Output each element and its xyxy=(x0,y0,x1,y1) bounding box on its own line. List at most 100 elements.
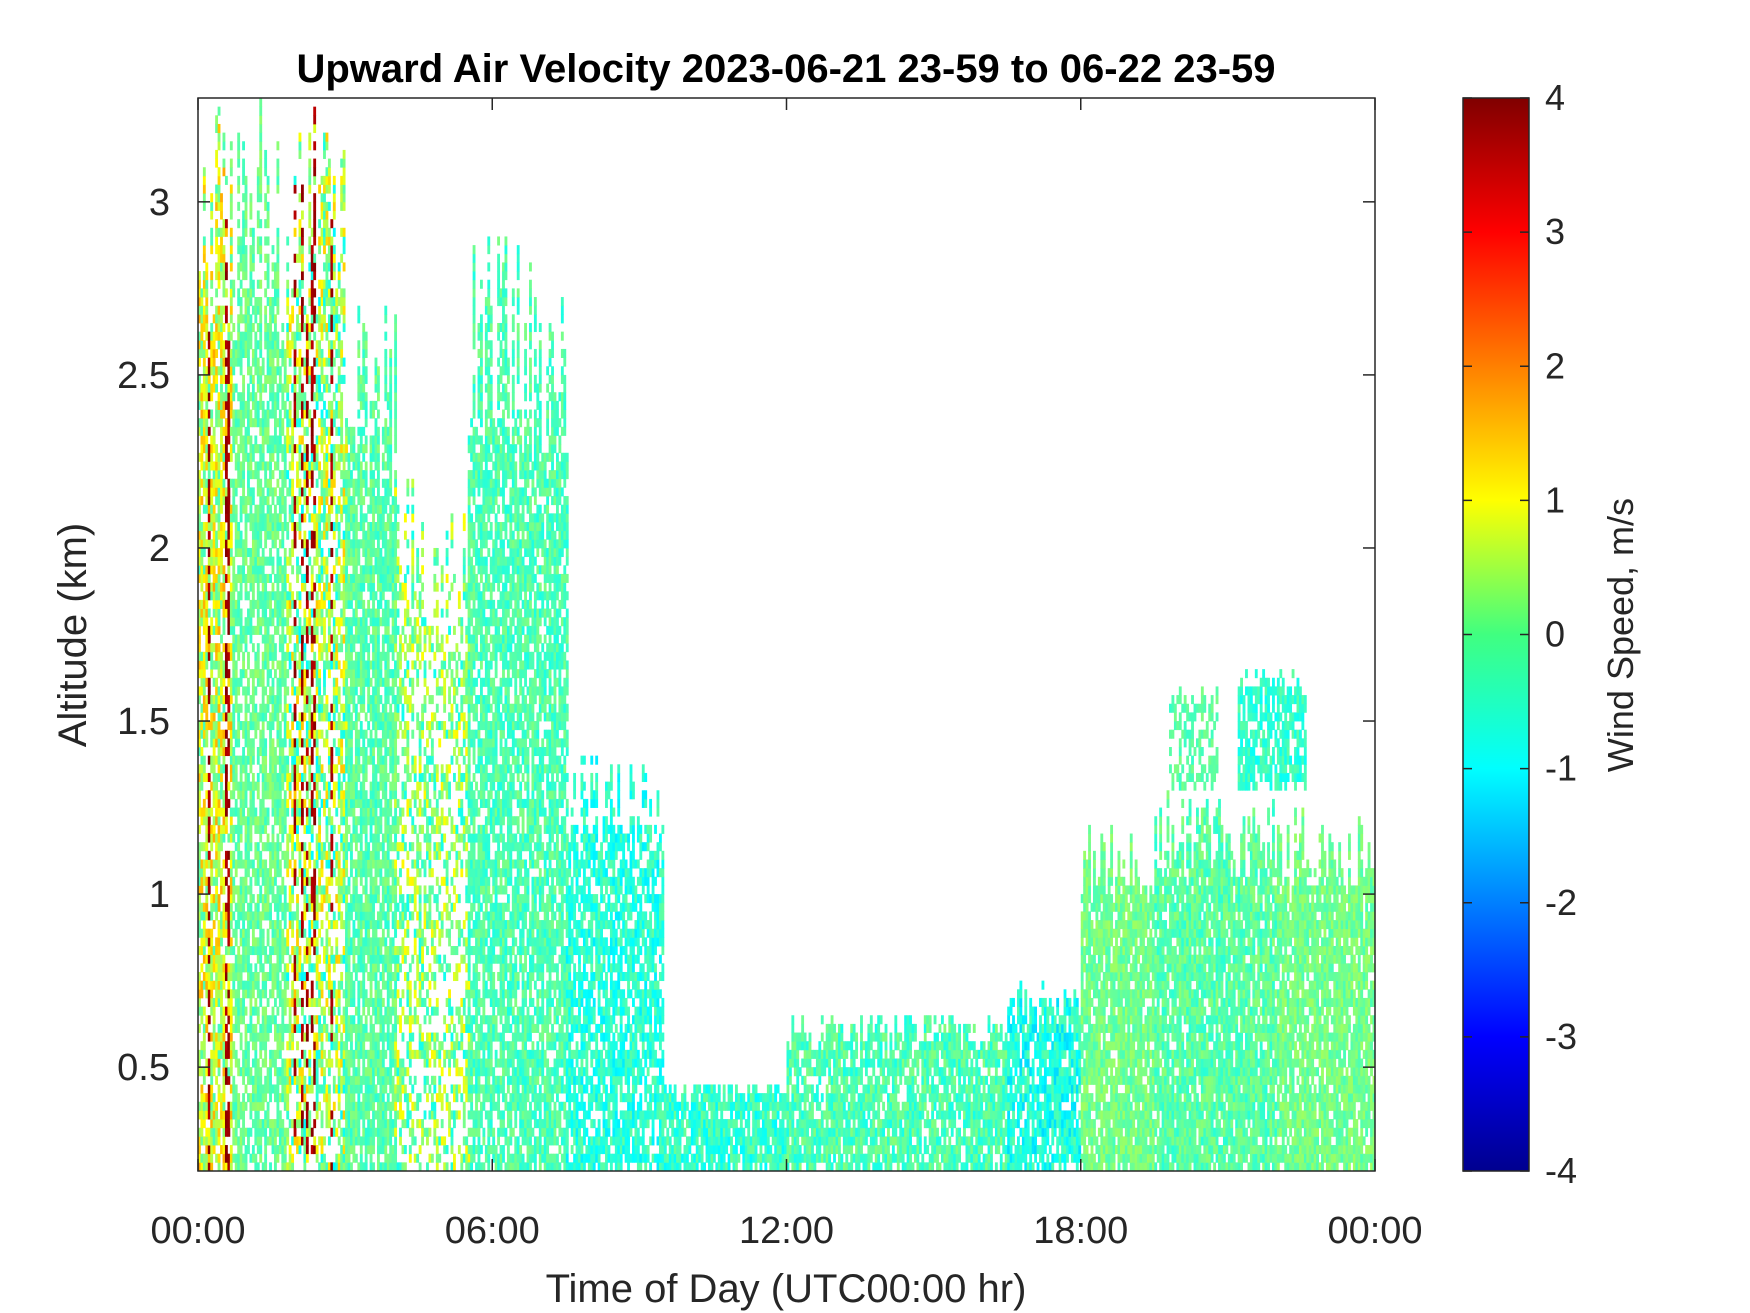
heatmap-cell xyxy=(224,496,228,506)
heatmap-cell xyxy=(210,461,214,471)
heatmap-cell xyxy=(256,1101,260,1111)
heatmap-cell xyxy=(278,556,282,566)
heatmap-cell xyxy=(224,175,228,185)
heatmap-cell xyxy=(271,539,275,549)
heatmap-cell xyxy=(342,677,346,687)
heatmap-cell xyxy=(274,842,277,852)
heatmap-cell xyxy=(283,850,287,860)
heatmap-cell xyxy=(198,772,201,783)
heatmap-cell xyxy=(347,452,351,462)
heatmap-cell xyxy=(220,470,223,480)
heatmap-cell xyxy=(215,288,219,298)
heatmap-cell xyxy=(207,496,211,506)
heatmap-cell xyxy=(234,772,238,783)
heatmap-cell xyxy=(269,876,272,886)
heatmap-cell xyxy=(200,755,204,765)
heatmap-cell xyxy=(266,599,270,609)
heatmap-cell xyxy=(224,686,228,696)
heatmap-cell xyxy=(259,1127,263,1137)
heatmap-cell xyxy=(274,348,277,358)
heatmap-cell xyxy=(207,798,211,808)
heatmap-cell xyxy=(354,1049,358,1059)
heatmap-cell xyxy=(313,210,317,220)
heatmap-cell xyxy=(313,997,317,1007)
heatmap-cell xyxy=(330,1006,334,1016)
heatmap-cell xyxy=(313,262,317,272)
heatmap-cell xyxy=(278,444,282,454)
heatmap-cell xyxy=(244,253,248,263)
heatmap-cell xyxy=(269,1023,272,1033)
heatmap-cell xyxy=(227,695,231,705)
heatmap-cell xyxy=(207,591,211,601)
heatmap-cell xyxy=(345,556,348,566)
heatmap-cell xyxy=(323,669,326,679)
heatmap-cell xyxy=(332,227,336,237)
heatmap-cell xyxy=(215,271,219,281)
heatmap-cell xyxy=(281,954,285,964)
heatmap-cell xyxy=(347,902,351,912)
heatmap-cell xyxy=(278,868,282,878)
heatmap-cell xyxy=(354,1032,358,1042)
heatmap-cell xyxy=(200,418,204,428)
heatmap-cell xyxy=(283,400,287,410)
heatmap-cell xyxy=(296,824,299,834)
heatmap-cell xyxy=(200,1162,204,1171)
heatmap-cell xyxy=(259,149,263,159)
heatmap-cell xyxy=(350,1162,353,1171)
heatmap-cell xyxy=(234,504,238,514)
heatmap-cell xyxy=(264,435,268,445)
heatmap-cell xyxy=(281,1084,285,1094)
heatmap-cell xyxy=(347,946,351,956)
heatmap-cell xyxy=(261,738,265,748)
heatmap-cell xyxy=(198,928,201,938)
heatmap-cell xyxy=(212,1127,216,1137)
heatmap-cell xyxy=(296,565,299,575)
heatmap-cell xyxy=(232,383,236,393)
heatmap-cell xyxy=(342,1067,346,1077)
heatmap-cell xyxy=(249,1093,253,1103)
heatmap-cell xyxy=(210,946,214,956)
heatmap-cell xyxy=(350,547,353,558)
heatmap-cell xyxy=(202,1049,206,1059)
heatmap-cell xyxy=(224,314,228,324)
heatmap-cell xyxy=(305,1136,309,1146)
heatmap-cell xyxy=(354,902,358,912)
heatmap-cell xyxy=(251,444,255,454)
heatmap-cell xyxy=(332,980,336,990)
heatmap-cell xyxy=(296,504,299,514)
heatmap-cell xyxy=(251,496,255,506)
heatmap-cell xyxy=(249,496,253,506)
heatmap-cell xyxy=(254,392,258,402)
heatmap-cell xyxy=(200,1041,204,1051)
heatmap-cell xyxy=(198,885,201,895)
heatmap-cell xyxy=(239,617,243,627)
heatmap-cell xyxy=(357,392,361,402)
heatmap-cell xyxy=(205,842,209,852)
heatmap-cell xyxy=(237,409,241,419)
heatmap-cell xyxy=(350,807,353,817)
heatmap-cell xyxy=(340,1041,344,1051)
heatmap-cell xyxy=(234,478,238,488)
heatmap-cell xyxy=(224,383,228,393)
heatmap-cell xyxy=(229,1041,233,1051)
heatmap-cell xyxy=(220,729,223,739)
heatmap-cell xyxy=(215,997,219,1007)
heatmap-cell xyxy=(288,954,292,964)
heatmap-cell xyxy=(320,625,324,635)
heatmap-cell xyxy=(251,1023,255,1033)
heatmap-cell xyxy=(237,911,241,921)
heatmap-cell xyxy=(305,850,309,860)
heatmap-cell xyxy=(330,374,334,384)
heatmap-cell xyxy=(205,599,209,609)
heatmap-cell xyxy=(315,1049,319,1059)
heatmap-cell xyxy=(342,452,346,462)
heatmap-cell xyxy=(271,686,275,696)
heatmap-cell xyxy=(293,712,297,722)
heatmap-cell xyxy=(244,322,248,333)
heatmap-cell xyxy=(259,1067,263,1077)
heatmap-cell xyxy=(271,842,275,852)
heatmap-cell xyxy=(354,461,358,471)
heatmap-cell xyxy=(345,539,348,549)
heatmap-cell xyxy=(259,807,263,817)
heatmap-cell xyxy=(259,496,263,506)
